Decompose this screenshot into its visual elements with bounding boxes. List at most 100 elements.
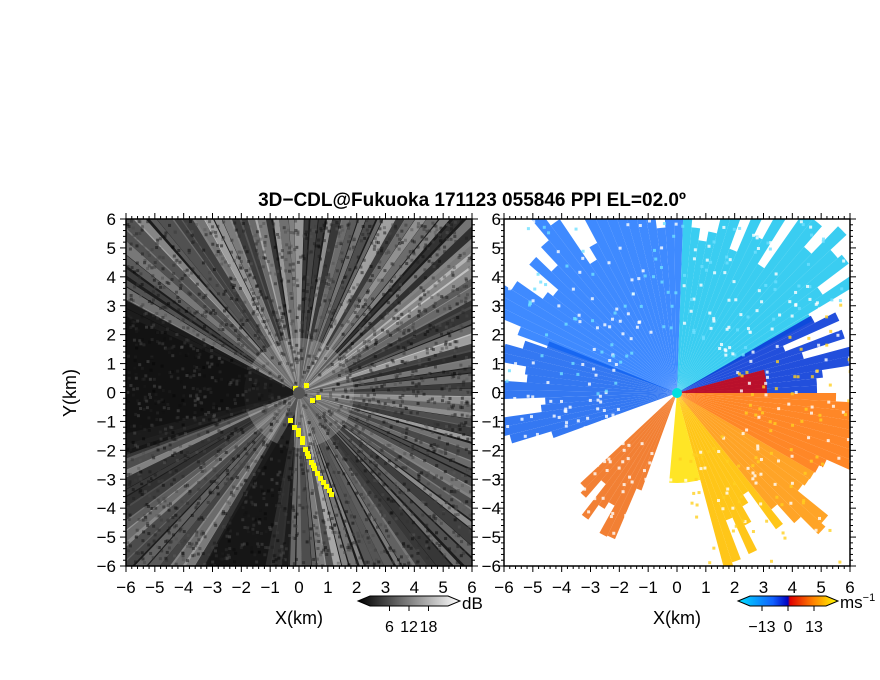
noise-pixel — [301, 468, 305, 472]
velocity-speckle-pixel — [818, 413, 822, 417]
noise-pixel — [298, 255, 302, 259]
noise-pixel — [422, 237, 426, 241]
noise-pixel — [353, 515, 357, 519]
noise-pixel — [364, 518, 368, 522]
noise-pixel — [374, 463, 378, 467]
noise-pixel — [168, 470, 172, 474]
noise-pixel — [147, 297, 151, 301]
noise-pixel — [444, 433, 448, 437]
noise-pixel — [177, 541, 181, 545]
velocity-speckle-pixel — [806, 284, 810, 288]
velocity-speckle-pixel — [775, 344, 779, 348]
noise-pixel — [322, 541, 326, 545]
noise-pixel — [270, 393, 274, 397]
noise-pixel — [145, 399, 149, 403]
noise-pixel — [420, 377, 424, 381]
noise-pixel — [174, 469, 178, 473]
velocity-speckle-pixel — [658, 220, 662, 224]
highlight-pixel — [310, 398, 315, 403]
noise-pixel — [447, 264, 451, 268]
noise-pixel — [165, 347, 169, 351]
velocity-speckle-pixel — [790, 454, 794, 458]
noise-pixel — [202, 418, 206, 422]
velocity-speckle-pixel — [609, 539, 613, 543]
noise-pixel — [156, 448, 160, 452]
velocity-speckle-pixel — [821, 462, 825, 466]
velocity-speckle-pixel — [771, 528, 775, 532]
velocity-speckle-pixel — [643, 274, 647, 278]
noise-pixel — [254, 248, 258, 252]
velocity-speckle-pixel — [738, 226, 742, 230]
noise-pixel — [344, 390, 348, 394]
noise-pixel — [397, 455, 401, 459]
noise-pixel — [358, 439, 362, 443]
noise-pixel — [455, 561, 459, 565]
noise-pixel — [268, 389, 272, 393]
velocity-speckle-pixel — [751, 477, 755, 481]
noise-pixel — [280, 311, 284, 315]
velocity-speckle-pixel — [614, 362, 618, 366]
noise-pixel — [302, 370, 306, 374]
noise-pixel — [393, 551, 397, 555]
noise-pixel — [173, 506, 177, 510]
velocity-speckle-pixel — [694, 477, 698, 481]
velocity-speckle-pixel — [701, 337, 705, 341]
noise-pixel — [355, 297, 359, 301]
noise-pixel — [221, 552, 225, 556]
noise-pixel — [366, 436, 370, 440]
noise-pixel — [362, 258, 366, 262]
noise-pixel — [233, 343, 237, 347]
y-tick-label: 5 — [107, 239, 116, 258]
noise-pixel — [411, 444, 415, 448]
noise-pixel — [142, 343, 146, 347]
noise-pixel — [434, 499, 438, 503]
noise-pixel — [303, 487, 307, 491]
noise-pixel — [155, 246, 159, 250]
noise-pixel — [243, 278, 247, 282]
noise-pixel — [459, 287, 463, 291]
velocity-speckle-pixel — [700, 456, 704, 460]
noise-pixel — [274, 333, 278, 337]
noise-pixel — [346, 546, 350, 550]
velocity-speckle-pixel — [756, 460, 760, 464]
noise-pixel — [420, 224, 424, 228]
noise-pixel — [205, 257, 209, 261]
noise-pixel — [395, 374, 399, 378]
noise-pixel — [360, 483, 364, 487]
velocity-speckle-pixel — [531, 299, 535, 303]
noise-pixel — [250, 235, 254, 239]
noise-pixel — [459, 324, 463, 328]
velocity-sector — [522, 340, 677, 393]
noise-pixel — [380, 246, 384, 250]
noise-pixel — [419, 296, 423, 300]
noise-pixel — [418, 435, 422, 439]
velocity-speckle-pixel — [758, 407, 762, 411]
noise-pixel — [433, 301, 437, 305]
noise-pixel — [137, 432, 141, 436]
velocity-speckle-pixel — [551, 453, 555, 457]
y-tick-label: −3 — [482, 470, 501, 489]
noise-pixel — [262, 364, 266, 368]
noise-pixel — [287, 341, 291, 345]
noise-pixel — [291, 319, 295, 323]
noise-pixel — [455, 302, 459, 306]
noise-pixel — [305, 290, 309, 294]
noise-pixel — [208, 365, 212, 369]
noise-pixel — [195, 393, 199, 397]
noise-pixel — [137, 402, 141, 406]
noise-pixel — [366, 536, 370, 540]
noise-pixel — [197, 355, 201, 359]
noise-pixel — [387, 534, 391, 538]
velocity-sector — [677, 226, 847, 393]
noise-pixel — [140, 492, 144, 496]
noise-pixel — [208, 387, 212, 391]
noise-pixel — [450, 498, 454, 502]
noise-pixel — [212, 406, 216, 410]
noise-pixel — [317, 245, 321, 249]
noise-pixel — [200, 469, 204, 473]
noise-pixel — [341, 420, 345, 424]
noise-pixel — [168, 502, 172, 506]
noise-pixel — [155, 514, 159, 518]
noise-pixel — [424, 364, 428, 368]
